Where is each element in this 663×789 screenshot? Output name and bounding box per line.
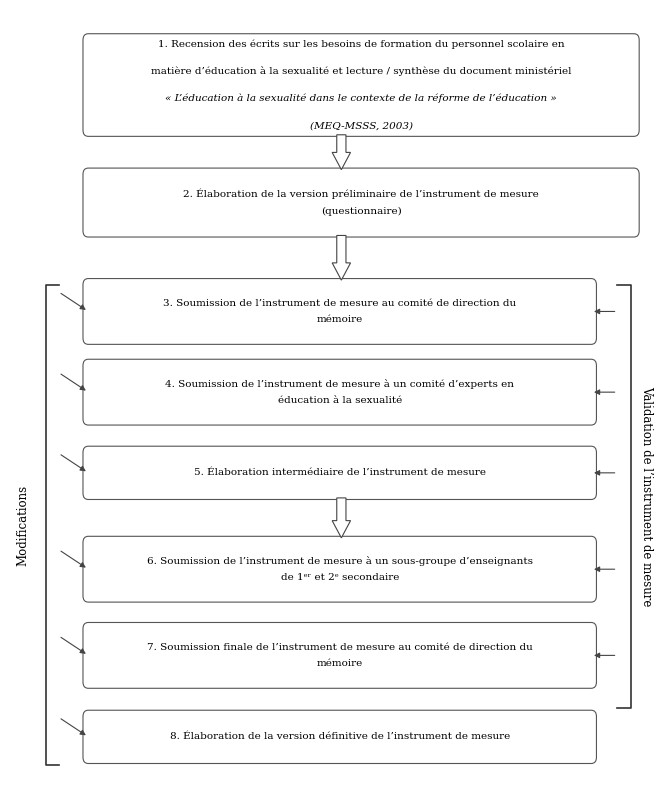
FancyBboxPatch shape [83,359,597,425]
Polygon shape [332,498,351,538]
Text: mémoire: mémoire [317,659,363,667]
Text: 7. Soumission finale de l’instrument de mesure au comité de direction du: 7. Soumission finale de l’instrument de … [147,643,532,652]
Text: 4. Soumission de l’instrument de mesure à un comité d’experts en: 4. Soumission de l’instrument de mesure … [165,380,514,389]
FancyBboxPatch shape [83,34,639,136]
FancyBboxPatch shape [83,447,597,499]
Text: 2. Élaboration de la version préliminaire de l’instrument de mesure: 2. Élaboration de la version préliminair… [183,189,539,200]
Text: de 1ᵉʳ et 2ᵉ secondaire: de 1ᵉʳ et 2ᵉ secondaire [280,573,399,581]
Text: Validation de l’instrument de mesure: Validation de l’instrument de mesure [640,386,654,607]
Text: « L’éducation à la sexualité dans le contexte de la réforme de l’éducation »: « L’éducation à la sexualité dans le con… [165,94,557,103]
Text: 1. Recension des écrits sur les besoins de formation du personnel scolaire en: 1. Recension des écrits sur les besoins … [158,39,564,49]
Text: mémoire: mémoire [317,315,363,324]
FancyBboxPatch shape [83,537,597,602]
Text: 8. Élaboration de la version définitive de l’instrument de mesure: 8. Élaboration de la version définitive … [170,732,510,742]
FancyBboxPatch shape [83,623,597,688]
Text: 6. Soumission de l’instrument de mesure à un sous-groupe d’enseignants: 6. Soumission de l’instrument de mesure … [147,556,532,567]
Polygon shape [332,235,351,280]
Text: 5. Élaboration intermédiaire de l’instrument de mesure: 5. Élaboration intermédiaire de l’instru… [194,469,486,477]
Text: matière d’éducation à la sexualité et lecture / synthèse du document ministériel: matière d’éducation à la sexualité et le… [151,66,572,77]
Text: éducation à la sexualité: éducation à la sexualité [278,395,402,405]
Polygon shape [332,135,351,170]
FancyBboxPatch shape [83,168,639,237]
Text: Modifications: Modifications [16,484,29,566]
Text: (MEQ-MSSS, 2003): (MEQ-MSSS, 2003) [310,121,412,130]
FancyBboxPatch shape [83,710,597,764]
Text: (questionnaire): (questionnaire) [321,207,402,215]
Text: 3. Soumission de l’instrument de mesure au comité de direction du: 3. Soumission de l’instrument de mesure … [163,299,516,308]
FancyBboxPatch shape [83,279,597,344]
